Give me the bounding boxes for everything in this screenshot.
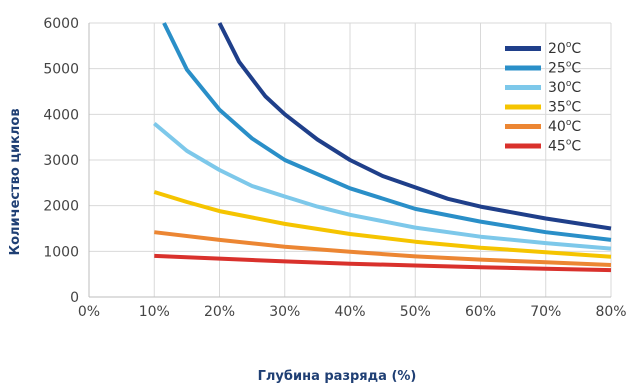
y-tick-label: 1000 bbox=[43, 244, 79, 260]
series-line-30c bbox=[153, 121, 612, 251]
legend-label-25c: 25oC bbox=[548, 60, 581, 77]
x-tick-label: 20% bbox=[204, 304, 235, 320]
x-tick-label: 10% bbox=[139, 304, 170, 320]
x-tick-label: 50% bbox=[400, 304, 431, 320]
x-tick-label: 80% bbox=[595, 304, 626, 320]
x-tick-label: 70% bbox=[530, 304, 561, 320]
legend-label-30c: 30oC bbox=[548, 79, 581, 96]
legend-swatch-25c bbox=[505, 65, 541, 71]
x-tick-label: 30% bbox=[269, 304, 300, 320]
series-line-45c bbox=[154, 253, 612, 273]
legend: 20oC 25oC 30oC 35oC 40oC 45oC bbox=[505, 40, 581, 155]
y-tick-label: 4000 bbox=[43, 107, 79, 123]
y-tick-label: 6000 bbox=[43, 16, 79, 32]
legend-label-20c: 20oC bbox=[548, 40, 581, 57]
series-line-25c bbox=[162, 22, 612, 242]
x-tick-label: 60% bbox=[465, 304, 496, 320]
legend-label-35c: 35oC bbox=[548, 99, 581, 116]
series-lines bbox=[153, 22, 612, 273]
y-tick-label: 0 bbox=[70, 290, 79, 306]
y-tick-label: 5000 bbox=[43, 62, 79, 78]
series-line-40c bbox=[154, 230, 612, 267]
legend-swatch-45c bbox=[505, 143, 541, 149]
legend-swatch-40c bbox=[505, 124, 541, 129]
y-tick-label: 3000 bbox=[43, 153, 79, 169]
x-tick-label: 0% bbox=[78, 304, 100, 320]
legend-swatch-30c bbox=[505, 85, 541, 90]
legend-label-45c: 45oC bbox=[548, 138, 581, 155]
x-tick-label: 40% bbox=[334, 304, 365, 320]
tick-labels: 0% 10% 20% 30% 40% 50% 60% 70% 80% 0 1000 2000 3000 4… bbox=[43, 16, 626, 320]
legend-label-40c: 40oC bbox=[548, 118, 581, 135]
y-tick-label: 2000 bbox=[43, 199, 79, 215]
series-line-20c bbox=[217, 22, 612, 231]
y-axis-title: Количество циклов bbox=[8, 108, 23, 255]
legend-swatch-20c bbox=[505, 46, 541, 51]
series-line-35c bbox=[153, 190, 612, 259]
axes bbox=[88, 23, 611, 298]
x-axis-title: Глубина разряда (%) bbox=[258, 369, 417, 384]
legend-swatch-35c bbox=[505, 104, 541, 110]
